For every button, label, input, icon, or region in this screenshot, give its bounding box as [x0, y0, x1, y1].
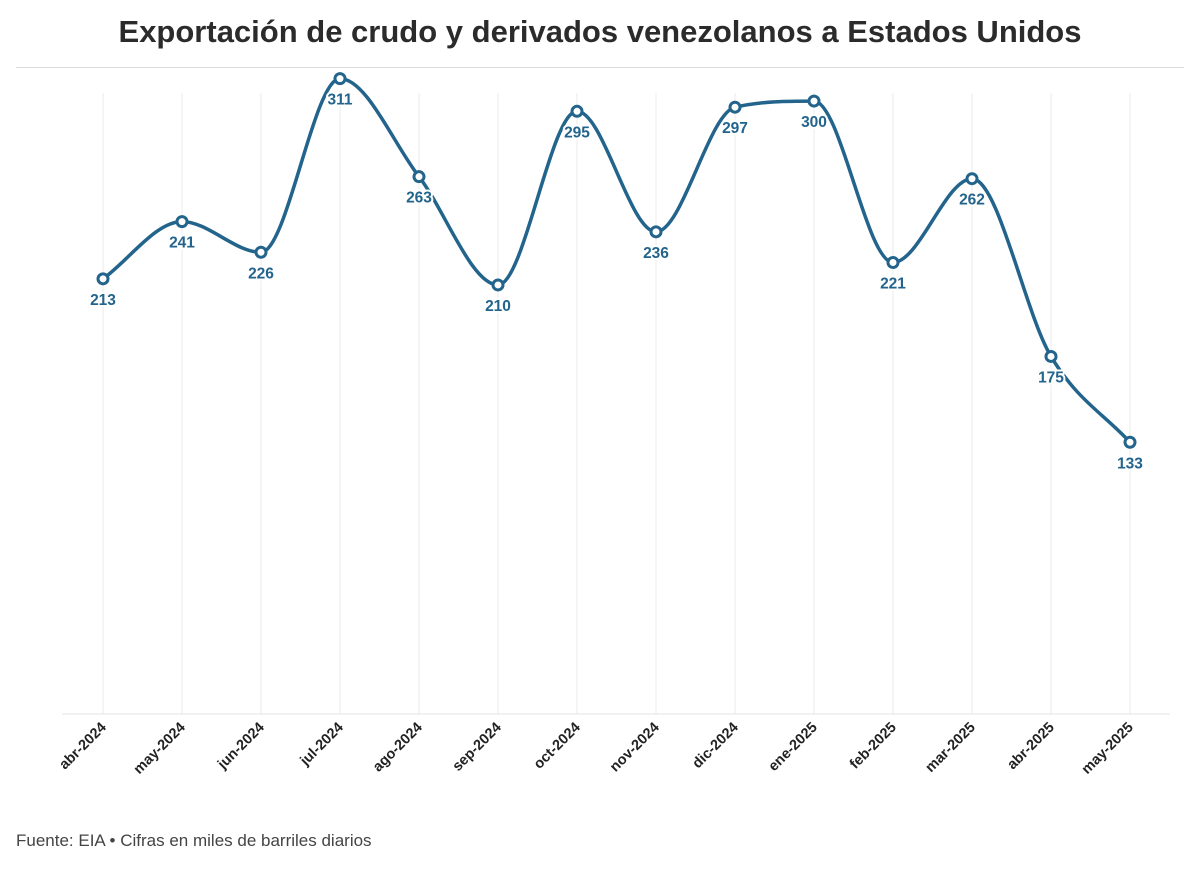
data-point-dic-2024 — [728, 100, 742, 114]
data-point-may-2025 — [1123, 435, 1137, 449]
x-axis-ticks: abr-2024 may-2024 jun-2024 jul-2024 ago-2024… — [56, 720, 1136, 778]
grid-layer — [62, 93, 1170, 715]
data-label-sep-2024: 210 — [485, 298, 511, 315]
x-tick-jul-2024: jul-2024 — [297, 720, 347, 770]
data-label-nov-2024: 236 — [643, 245, 669, 262]
x-tick-sep-2024: sep-2024 — [450, 720, 505, 775]
data-point-abr-2024 — [96, 272, 110, 286]
title-divider — [16, 67, 1184, 68]
source-note: Fuente: EIA • Cifras en miles de barrile… — [16, 831, 372, 850]
data-point-oct-2024 — [570, 104, 584, 118]
data-point-may-2024 — [175, 215, 189, 229]
x-tick-oct-2024: oct-2024 — [531, 720, 584, 773]
data-point-abr-2025 — [1044, 349, 1058, 363]
x-tick-may-2024: may-2024 — [131, 720, 189, 778]
data-label-dic-2024: 297 — [722, 120, 748, 137]
x-tick-feb-2025: feb-2025 — [847, 720, 900, 773]
data-label-feb-2025: 221 — [880, 275, 906, 292]
data-label-oct-2024: 295 — [564, 124, 590, 141]
data-label-abr-2025: 175 — [1038, 369, 1064, 386]
data-point-sep-2024 — [491, 278, 505, 292]
data-label-abr-2024: 213 — [90, 292, 116, 309]
x-tick-dic-2024: dic-2024 — [689, 720, 741, 772]
series-layer — [101, 76, 1132, 445]
series-line — [101, 76, 1132, 445]
x-tick-jun-2024: jun-2024 — [214, 720, 268, 774]
data-point-feb-2025 — [886, 255, 900, 269]
data-label-jul-2024: 311 — [327, 92, 352, 109]
data-label-may-2025: 133 — [1117, 455, 1143, 472]
data-label-may-2024: 241 — [169, 235, 195, 252]
x-tick-may-2025: may-2025 — [1079, 720, 1137, 778]
x-tick-mar-2025: mar-2025 — [922, 720, 978, 776]
data-label-ago-2024: 263 — [406, 190, 432, 207]
points-layer — [96, 72, 1137, 449]
x-tick-abr-2025: abr-2025 — [1004, 720, 1057, 773]
data-label-mar-2025: 262 — [959, 192, 985, 209]
data-label-ene-2025: 300 — [801, 114, 827, 131]
data-point-nov-2024 — [649, 225, 663, 239]
x-tick-nov-2024: nov-2024 — [607, 720, 663, 776]
x-tick-ago-2024: ago-2024 — [370, 720, 426, 776]
data-point-ene-2025 — [807, 94, 821, 108]
data-point-jul-2024 — [333, 72, 347, 86]
x-tick-ene-2025: ene-2025 — [766, 720, 821, 775]
data-point-jun-2024 — [254, 245, 268, 259]
data-labels-layer: 213 241 226 311 263 210 295 236 297 300 221 262 175 1… — [88, 90, 1145, 475]
data-label-jun-2024: 226 — [248, 265, 274, 282]
data-point-ago-2024 — [412, 170, 426, 184]
data-point-mar-2025 — [965, 172, 979, 186]
chart-title: Exportación de crudo y derivados venezol… — [118, 14, 1082, 49]
x-tick-abr-2024: abr-2024 — [56, 720, 109, 773]
